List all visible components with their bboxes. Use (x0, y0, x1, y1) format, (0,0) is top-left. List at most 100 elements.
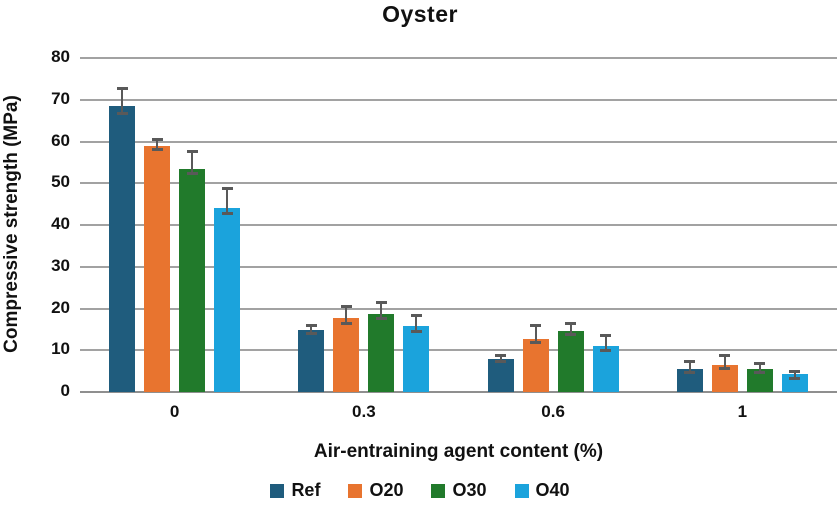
legend-swatch-icon (514, 483, 529, 498)
bar-O30-cat-0.6 (557, 331, 584, 392)
legend-swatch-icon (431, 483, 446, 498)
error-bar-cap-bottom (495, 359, 507, 363)
bar-O40-cat-1 (781, 374, 808, 392)
legend-label: O30 (452, 480, 487, 500)
error-bar-cap-top (719, 353, 731, 357)
bar-O40-cat-0 (214, 208, 241, 392)
error-bar-cap-top (600, 334, 612, 338)
bar-O30-cat-1 (746, 369, 773, 392)
bar-O30-cat-0.3 (368, 313, 395, 392)
y-tick-label: 40 (51, 214, 70, 233)
error-bar-cap-bottom (410, 329, 422, 333)
error-bar-cap-top (530, 324, 542, 328)
y-tick-label: 30 (51, 255, 70, 275)
error-bar (226, 188, 229, 214)
bar-O20-cat-0.6 (522, 338, 549, 392)
gridline (80, 307, 837, 310)
plot-area (80, 57, 837, 393)
error-bar (156, 139, 159, 150)
gridline (80, 265, 837, 268)
y-tick-label: 50 (51, 172, 70, 192)
x-tick-label: 1 (737, 402, 748, 421)
legend-swatch-icon (270, 483, 285, 498)
y-tick-label: 80 (51, 47, 70, 66)
error-bar-cap-top (684, 359, 696, 363)
error-bar (723, 355, 726, 369)
error-bar-cap-bottom (600, 348, 612, 352)
y-tick-label: 70 (51, 88, 70, 108)
error-bar-cap-top (151, 137, 163, 141)
y-tick-label: 0 (60, 381, 70, 400)
error-bar-cap-top (116, 86, 128, 90)
error-bar-cap-bottom (116, 112, 128, 116)
gridline (80, 224, 837, 226)
y-tick-label: 20 (51, 297, 70, 317)
error-bar-cap-top (375, 300, 387, 304)
error-bar-cap-bottom (375, 317, 387, 321)
bar-O30-cat-0 (179, 168, 206, 392)
legend-item-O40: O40 (514, 480, 570, 501)
gridline (80, 349, 837, 352)
gridline (80, 98, 837, 101)
bar-O20-cat-0 (144, 145, 171, 392)
error-bar (758, 363, 761, 373)
error-bar-cap-bottom (565, 333, 577, 337)
gridline (80, 140, 837, 143)
error-bar (191, 151, 194, 174)
bar-Ref-cat-0 (109, 106, 136, 392)
error-bar (569, 323, 572, 335)
legend-item-O20: O20 (348, 480, 403, 501)
y-tick-label: 10 (51, 339, 70, 359)
error-bar-cap-bottom (530, 341, 542, 345)
error-bar-cap-bottom (684, 370, 696, 374)
error-bar-cap-top (754, 361, 766, 365)
legend-label: Ref (291, 480, 321, 500)
legend-item-O30: O30 (431, 480, 487, 501)
gridline (80, 57, 837, 59)
error-bar (793, 371, 796, 379)
bar-Ref-cat-1 (676, 369, 703, 392)
x-tick-label: 0 (169, 402, 180, 421)
error-bar-cap-bottom (789, 376, 801, 380)
bar-Ref-cat-0.3 (298, 330, 325, 392)
legend-swatch-icon (348, 483, 363, 498)
error-bar (534, 325, 537, 343)
error-bar-cap-top (221, 187, 233, 191)
error-bar-cap-bottom (151, 148, 163, 152)
bar-O40-cat-0.3 (403, 326, 430, 392)
error-bar-cap-bottom (340, 321, 352, 325)
legend-label: O40 (535, 480, 570, 500)
x-tick-label: 0.3 (352, 402, 376, 421)
error-bar-cap-top (305, 323, 317, 327)
error-bar (345, 306, 348, 324)
bar-O20-cat-0.3 (333, 317, 360, 392)
error-bar (121, 88, 124, 114)
error-bar-cap-bottom (305, 332, 317, 336)
legend-item-Ref: Ref (270, 480, 320, 501)
bar-Ref-cat-0.6 (487, 359, 514, 392)
error-bar (499, 355, 502, 362)
error-bar-cap-bottom (221, 211, 233, 215)
error-bar (604, 335, 607, 351)
chart-title: Oyster (382, 1, 458, 27)
error-bar-cap-bottom (719, 367, 731, 371)
error-bar-cap-bottom (186, 172, 198, 176)
error-bar-cap-top (340, 305, 352, 309)
legend-label: O20 (369, 480, 404, 500)
error-bar-cap-top (186, 150, 198, 154)
gridline (80, 182, 837, 185)
x-axis-line (80, 391, 837, 393)
x-axis-title: Air-entraining agent content (%) (313, 441, 604, 462)
error-bar (310, 325, 313, 334)
error-bar-cap-bottom (754, 371, 766, 375)
error-bar (688, 361, 691, 373)
error-bar-cap-top (565, 322, 577, 326)
error-bar-cap-top (495, 353, 507, 357)
x-tick-label: 0.6 (541, 402, 565, 421)
bar-O40-cat-0.6 (592, 346, 619, 392)
error-bar-cap-top (789, 369, 801, 373)
error-bar-cap-top (410, 313, 422, 317)
legend: Ref O20 O30 O40 (0, 480, 840, 501)
error-bar (415, 315, 418, 332)
